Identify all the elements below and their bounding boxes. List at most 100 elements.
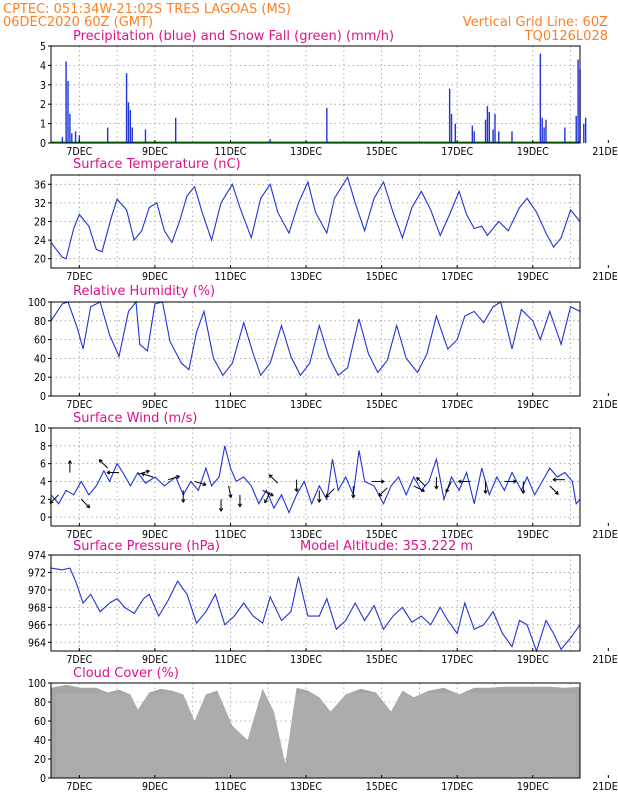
wind-arrow-head bbox=[86, 504, 91, 509]
precip-bar bbox=[129, 110, 132, 143]
wind-arrow-head bbox=[141, 472, 146, 477]
wind-ytick-label: 2 bbox=[40, 494, 46, 506]
wind-arrow bbox=[416, 476, 426, 487]
wind-arrow bbox=[434, 477, 439, 490]
cloud-frame bbox=[50, 682, 581, 779]
precip-bar bbox=[575, 115, 577, 143]
wind-arrow-head bbox=[483, 490, 488, 494]
pres-xtick-label: 11DEC bbox=[215, 654, 247, 666]
precip-xtick-label: 21DEC bbox=[592, 146, 618, 158]
wind-arrow-head bbox=[264, 499, 268, 504]
rh-ytick-label: 80 bbox=[34, 316, 46, 328]
wind-arrow bbox=[141, 472, 154, 478]
cloud-ytick-label: 100 bbox=[28, 678, 46, 690]
pres-ytick-label: 974 bbox=[28, 550, 46, 562]
wind-arrow bbox=[80, 498, 91, 509]
precip-bar bbox=[486, 106, 489, 143]
temp-ytick-label: 24 bbox=[34, 235, 46, 247]
precip-bar bbox=[67, 80, 69, 143]
precip-ytick-label: 0 bbox=[40, 138, 46, 150]
wind-arrow-head bbox=[218, 507, 224, 512]
precip-bar bbox=[494, 113, 496, 143]
wind-arrow-head bbox=[269, 492, 274, 497]
precip-bar bbox=[498, 131, 500, 143]
wind-arrow bbox=[268, 474, 279, 484]
wind-arrow bbox=[262, 489, 274, 497]
wind-ytick-label: 4 bbox=[40, 476, 46, 488]
wind-xtick-label: 7DEC bbox=[66, 529, 92, 541]
wind-arrow-head bbox=[351, 494, 356, 499]
wind-arrow-head bbox=[98, 459, 103, 464]
precip-bar bbox=[471, 125, 474, 143]
precip-bar bbox=[484, 119, 487, 143]
precip-frame bbox=[50, 45, 581, 144]
pres-ytick-label: 972 bbox=[28, 567, 46, 579]
wind-arrow-head bbox=[237, 503, 243, 508]
rh-xtick-label: 11DEC bbox=[215, 399, 247, 411]
precip-bar bbox=[584, 117, 587, 143]
pres-xtick-label: 9DEC bbox=[142, 654, 168, 666]
wind-arrow-head bbox=[380, 479, 385, 484]
wind-arrow bbox=[317, 490, 322, 503]
wind-arrow-head bbox=[552, 477, 557, 482]
station-header: CPTEC: 051:34W-21:02S TRES LAGOAS (MS) bbox=[3, 2, 291, 17]
wind-xtick-label: 9DEC bbox=[142, 529, 168, 541]
pres-ytick-label: 968 bbox=[28, 602, 46, 614]
precip-bar bbox=[125, 73, 128, 143]
cloud-xtick-label: 21DEC bbox=[592, 781, 618, 793]
precip-ytick-label: 4 bbox=[40, 60, 46, 72]
precip-xtick-label: 9DEC bbox=[142, 146, 168, 158]
temp-xtick-label: 9DEC bbox=[142, 271, 168, 283]
precip-bar bbox=[450, 113, 453, 143]
precip-bar bbox=[144, 129, 147, 143]
precip-xtick-label: 15DEC bbox=[366, 146, 398, 158]
precip-bar bbox=[326, 108, 328, 143]
wind-arrow-head bbox=[521, 490, 526, 494]
wind-arrow bbox=[549, 485, 559, 495]
wind-arrow-shaft bbox=[141, 473, 154, 478]
precip-bar bbox=[131, 127, 133, 143]
wind-arrow-shaft bbox=[445, 481, 452, 493]
temp-ytick-label: 32 bbox=[34, 198, 46, 210]
pres-ytick-label: 966 bbox=[28, 620, 46, 632]
wind-ytick-label: 10 bbox=[34, 423, 46, 435]
precip-xtick-label: 11DEC bbox=[215, 146, 247, 158]
precip-bar bbox=[61, 137, 64, 143]
cloud-xtick-label: 19DEC bbox=[517, 781, 549, 793]
wind-frame bbox=[50, 427, 581, 527]
rh-xtick-label: 21DEC bbox=[592, 399, 618, 411]
rh-panel: 0 20 40 60 80 100 7DEC 9DEC 11DEC 13DEC 15DEC 17DEC… bbox=[28, 297, 618, 411]
wind-arrow-shaft bbox=[262, 489, 274, 497]
rh-ytick-label: 0 bbox=[40, 391, 46, 403]
wind-arrow-shaft bbox=[228, 485, 232, 498]
cloud-cover-area bbox=[51, 684, 580, 778]
wind-series-line bbox=[50, 445, 581, 515]
wind-arrow-head bbox=[268, 474, 273, 479]
rh-ytick-label: 60 bbox=[34, 335, 46, 347]
pres-frame bbox=[50, 554, 581, 652]
pres-xtick-label: 21DEC bbox=[592, 654, 618, 666]
pres-xtick-label: 17DEC bbox=[441, 654, 473, 666]
precip-ytick-label: 3 bbox=[40, 80, 46, 92]
wind-arrow-shaft bbox=[167, 475, 180, 481]
wind-xtick-label: 21DEC bbox=[592, 529, 618, 541]
wind-panel: 0 2 4 6 8 10 7DEC 9DEC 11DEC 13DEC 15DEC 17DEC 19DEC… bbox=[34, 423, 618, 541]
rh-xtick-label: 13DEC bbox=[290, 399, 322, 411]
cloud-ytick-label: 60 bbox=[34, 716, 46, 728]
wind-xtick-label: 15DEC bbox=[366, 529, 398, 541]
cloud-xtick-label: 11DEC bbox=[215, 781, 247, 793]
wind-arrow bbox=[552, 477, 565, 482]
rh-series-line bbox=[50, 300, 581, 377]
wind-arrow-head bbox=[434, 485, 439, 490]
wind-xtick-label: 19DEC bbox=[517, 529, 549, 541]
wind-ytick-label: 8 bbox=[40, 441, 46, 453]
cloud-xtick-label: 13DEC bbox=[290, 781, 322, 793]
wind-panel-title: Surface Wind (m/s) bbox=[73, 411, 197, 426]
rh-ytick-label: 20 bbox=[34, 372, 46, 384]
temp-ytick-label: 28 bbox=[34, 217, 46, 229]
wind-arrow-shaft bbox=[80, 498, 91, 509]
wind-arrow-head bbox=[202, 482, 207, 487]
precip-bar bbox=[71, 133, 73, 143]
wind-arrow bbox=[372, 479, 385, 484]
